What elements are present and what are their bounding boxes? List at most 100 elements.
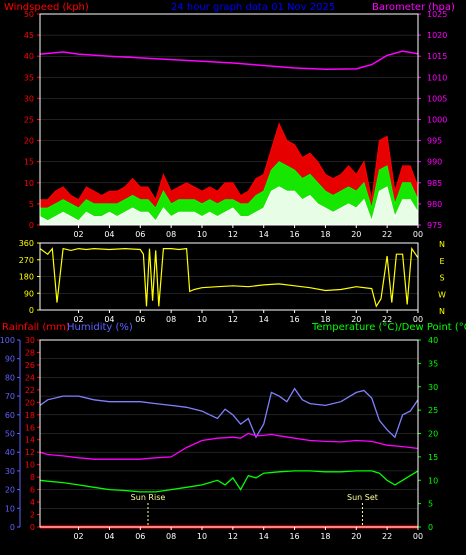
direction-xtick-label: 22 — [382, 315, 392, 324]
rainfall-axis-label: Rainfall (mm) — [2, 322, 70, 333]
direction-ytick-label: 90 — [24, 289, 34, 298]
barometer-ytick-label: 1015 — [427, 52, 447, 61]
humidity-ytick-label: 40 — [5, 448, 15, 457]
rain-ytick-label: 24 — [25, 373, 35, 382]
direction-plot-frame — [39, 242, 419, 311]
barometer-ytick-label: 985 — [427, 179, 442, 188]
sun-marker-label: Sun Set — [347, 493, 378, 502]
temp-xtick-label: 04 — [104, 532, 114, 541]
temp-xtick-label: 14 — [259, 532, 269, 541]
rain-ytick-label: 26 — [25, 361, 35, 370]
wind-xtick-label: 02 — [73, 230, 83, 239]
barometer-ytick-label: 1005 — [427, 94, 447, 103]
temp-xtick-label: 12 — [228, 532, 238, 541]
wind-xtick-label: 10 — [197, 230, 207, 239]
rain-ytick-label: 14 — [25, 436, 35, 445]
barometer-axis-label: Barometer (hpa) — [372, 2, 455, 13]
direction-series — [39, 246, 419, 308]
direction-xtick-label: 06 — [135, 315, 145, 324]
humidity-ytick-label: 10 — [5, 504, 15, 513]
direction-ytick-label: 0 — [29, 306, 34, 315]
wind-min-series — [39, 186, 419, 226]
rain-ytick-label: 28 — [25, 348, 35, 357]
wind-ytick-label: 40 — [24, 52, 34, 61]
wind-ytick-label: 30 — [24, 94, 34, 103]
wind-xtick-label: 22 — [382, 230, 392, 239]
direction-xtick-label: 14 — [259, 315, 269, 324]
sun-marker-label: Sun Rise — [131, 493, 166, 502]
direction-xtick-label: 16 — [289, 315, 299, 324]
humidity-series — [39, 387, 419, 439]
direction-ytick-label: 180 — [19, 273, 34, 282]
wind-ytick-label: 50 — [24, 10, 34, 19]
rain-ytick-label: 16 — [25, 423, 35, 432]
temp-ytick-label: 40 — [428, 336, 438, 345]
humidity-ytick-label: 100 — [0, 336, 15, 345]
wind-xtick-label: 08 — [166, 230, 176, 239]
temp-xtick-label: 06 — [135, 532, 145, 541]
rain-ytick-label: 2 — [30, 511, 35, 520]
temp-xtick-label: 22 — [382, 532, 392, 541]
wind-ytick-label: 0 — [29, 221, 34, 230]
wind-xtick-label: 16 — [289, 230, 299, 239]
barometer-ytick-label: 990 — [427, 158, 442, 167]
compass-label: E — [439, 257, 444, 266]
temp-ytick-label: 25 — [428, 406, 438, 415]
temp-humidity-panel: 0102030405060708090100024681012141618202… — [0, 336, 438, 541]
wind-xtick-label: 20 — [351, 230, 361, 239]
barometer-series — [39, 50, 419, 71]
direction-xtick-label: 04 — [104, 315, 114, 324]
compass-label: N — [439, 240, 445, 249]
humidity-ytick-label: 20 — [5, 486, 15, 495]
rain-ytick-label: 18 — [25, 411, 35, 420]
humidity-ytick-label: 70 — [5, 392, 15, 401]
wind-xtick-label: 18 — [320, 230, 330, 239]
temp-xtick-label: 02 — [73, 532, 83, 541]
rain-ytick-label: 20 — [25, 398, 35, 407]
wind-xtick-label: 12 — [228, 230, 238, 239]
wind-plot-frame — [39, 13, 419, 226]
chart-title: 24 hour graph data 01 Nov 2025 — [171, 2, 335, 13]
barometer-ytick-label: 975 — [427, 221, 442, 230]
windspeed-axis-label: Windspeed (kph) — [4, 2, 89, 13]
humidity-ytick-label: 90 — [5, 355, 15, 364]
direction-xtick-label: 12 — [228, 315, 238, 324]
humidity-ytick-label: 0 — [10, 523, 15, 532]
temp-ytick-label: 35 — [428, 359, 438, 368]
direction-xtick-label: 02 — [73, 315, 83, 324]
wind-barometer-panel: 0510152025303540455097598098599099510001… — [24, 10, 448, 239]
temp-ytick-label: 15 — [428, 453, 438, 462]
wind-xtick-label: 06 — [135, 230, 145, 239]
humidity-ytick-label: 50 — [5, 430, 15, 439]
wind-xtick-label: 14 — [259, 230, 269, 239]
rain-ytick-label: 0 — [30, 523, 35, 532]
direction-ytick-label: 270 — [19, 256, 34, 265]
wind-xtick-label: 04 — [104, 230, 114, 239]
rain-ytick-label: 30 — [25, 336, 35, 345]
temp-ytick-label: 0 — [428, 523, 433, 532]
rain-ytick-label: 22 — [25, 386, 35, 395]
barometer-ytick-label: 995 — [427, 137, 442, 146]
barometer-ytick-label: 1010 — [427, 73, 447, 82]
wind-ytick-label: 45 — [24, 31, 34, 40]
wind-ytick-label: 20 — [24, 137, 34, 146]
direction-xtick-label: 18 — [320, 315, 330, 324]
compass-label: S — [439, 274, 444, 283]
dew-point-series — [39, 470, 419, 493]
humidity-ytick-label: 60 — [5, 411, 15, 420]
temp-ytick-label: 30 — [428, 383, 438, 392]
direction-xtick-label: 00 — [413, 315, 423, 324]
rain-ytick-label: 8 — [30, 473, 35, 482]
direction-xtick-label: 10 — [197, 315, 207, 324]
rain-ytick-label: 10 — [25, 461, 35, 470]
wind-xtick-label: 00 — [413, 230, 423, 239]
temperature-series — [39, 432, 419, 460]
wind-ytick-label: 35 — [24, 73, 34, 82]
temperature-dewpoint-axis-label: Temperature (°C)/Dew Point (°C) — [311, 322, 466, 333]
humidity-axis-label: Humidity (%) — [67, 322, 133, 333]
temp-plot-frame — [39, 339, 419, 528]
wind-ytick-label: 15 — [24, 158, 34, 167]
temp-ytick-label: 5 — [428, 500, 433, 509]
